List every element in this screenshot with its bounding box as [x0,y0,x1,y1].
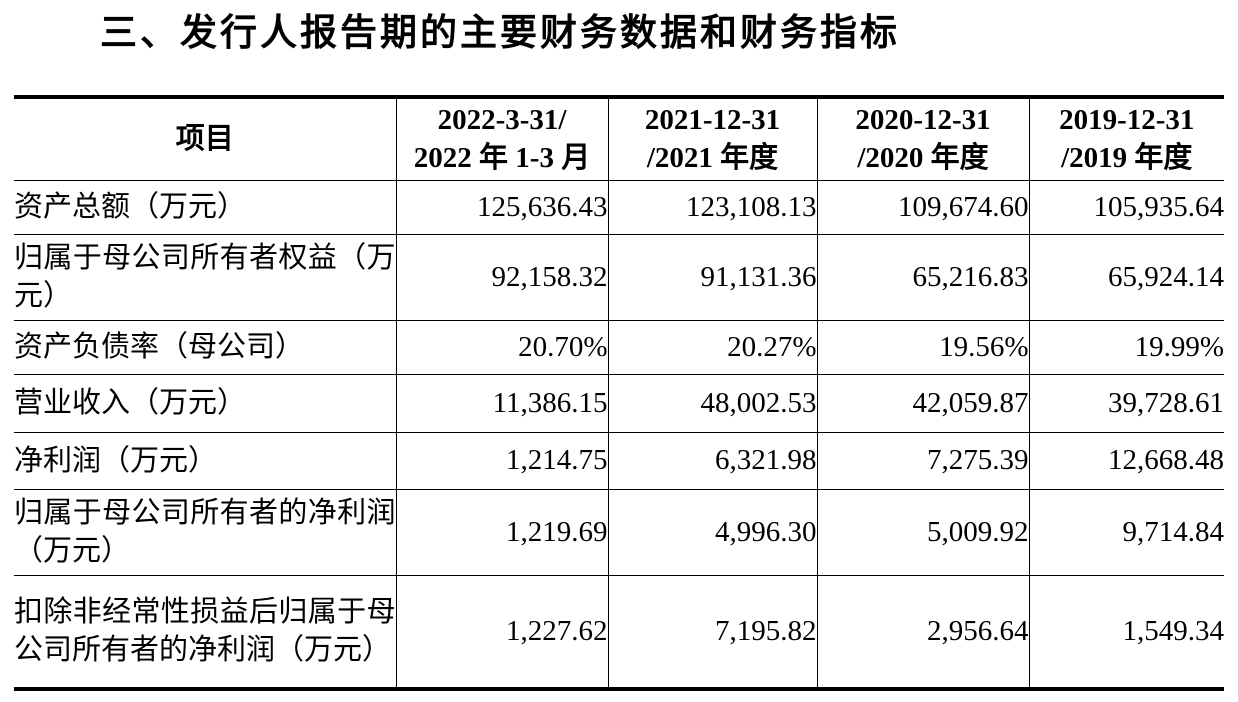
row-value: 5,009.92 [816,489,1029,576]
row-label: 营业收入（万元） [14,374,396,433]
table-row: 归属于母公司所有者权益（万元） 92,158.32 91,131.36 65,2… [14,234,1224,321]
row-value: 6,321.98 [607,432,817,490]
table-row: 归属于母公司所有者的净利润（万元） 1,219.69 4,996.30 5,00… [14,489,1224,576]
row-value: 20.27% [607,320,817,375]
row-label: 扣除非经常性损益后归属于母公司所有者的净利润（万元） [14,575,396,690]
row-value: 91,131.36 [607,234,817,321]
section-heading: 三、发行人报告期的主要财务数据和财务指标 [100,12,900,53]
column-header-item-label: 项目 [175,123,234,156]
table-header-row: 项目 2022-3-31/ 2022 年 1-3 月 2021-12-31 /2… [14,97,1224,181]
row-value: 1,214.75 [395,432,608,490]
column-header-item: 项目 [14,97,396,181]
row-value: 1,219.69 [395,489,608,576]
row-value: 105,935.64 [1028,180,1224,235]
row-value: 9,714.84 [1028,489,1224,576]
table-row: 资产负债率（母公司） 20.70% 20.27% 19.56% 19.99% [14,320,1224,375]
row-value: 65,216.83 [816,234,1029,321]
row-value: 48,002.53 [607,374,817,433]
row-value: 1,227.62 [395,575,608,690]
row-value: 2,956.64 [816,575,1029,690]
row-label: 资产总额（万元） [14,180,396,235]
row-value: 1,549.34 [1028,575,1224,690]
row-label: 净利润（万元） [14,432,396,490]
column-header-period-2022: 2022-3-31/ 2022 年 1-3 月 [395,97,608,181]
table-row: 营业收入（万元） 11,386.15 48,002.53 42,059.87 3… [14,374,1224,433]
row-label: 资产负债率（母公司） [14,320,396,375]
row-value: 7,275.39 [816,432,1029,490]
table-row: 扣除非经常性损益后归属于母公司所有者的净利润（万元） 1,227.62 7,19… [14,575,1224,690]
row-value: 20.70% [395,320,608,375]
row-label: 归属于母公司所有者权益（万元） [14,234,396,321]
row-value: 125,636.43 [395,180,608,235]
financial-data-table: 项目 2022-3-31/ 2022 年 1-3 月 2021-12-31 /2… [14,95,1224,691]
column-header-period-2019: 2019-12-31 /2019 年度 [1028,97,1224,181]
row-value: 65,924.14 [1028,234,1224,321]
column-header-period-2020: 2020-12-31 /2020 年度 [816,97,1029,181]
row-value: 7,195.82 [607,575,817,690]
row-value: 109,674.60 [816,180,1029,235]
row-value: 92,158.32 [395,234,608,321]
table-row: 资产总额（万元） 125,636.43 123,108.13 109,674.6… [14,180,1224,235]
row-value: 19.56% [816,320,1029,375]
row-value: 11,386.15 [395,374,608,433]
row-label: 归属于母公司所有者的净利润（万元） [14,489,396,576]
row-value: 123,108.13 [607,180,817,235]
column-header-period-2021: 2021-12-31 /2021 年度 [607,97,817,181]
row-value: 39,728.61 [1028,374,1224,433]
row-value: 12,668.48 [1028,432,1224,490]
row-value: 4,996.30 [607,489,817,576]
row-value: 19.99% [1028,320,1224,375]
table-row: 净利润（万元） 1,214.75 6,321.98 7,275.39 12,66… [14,432,1224,490]
row-value: 42,059.87 [816,374,1029,433]
